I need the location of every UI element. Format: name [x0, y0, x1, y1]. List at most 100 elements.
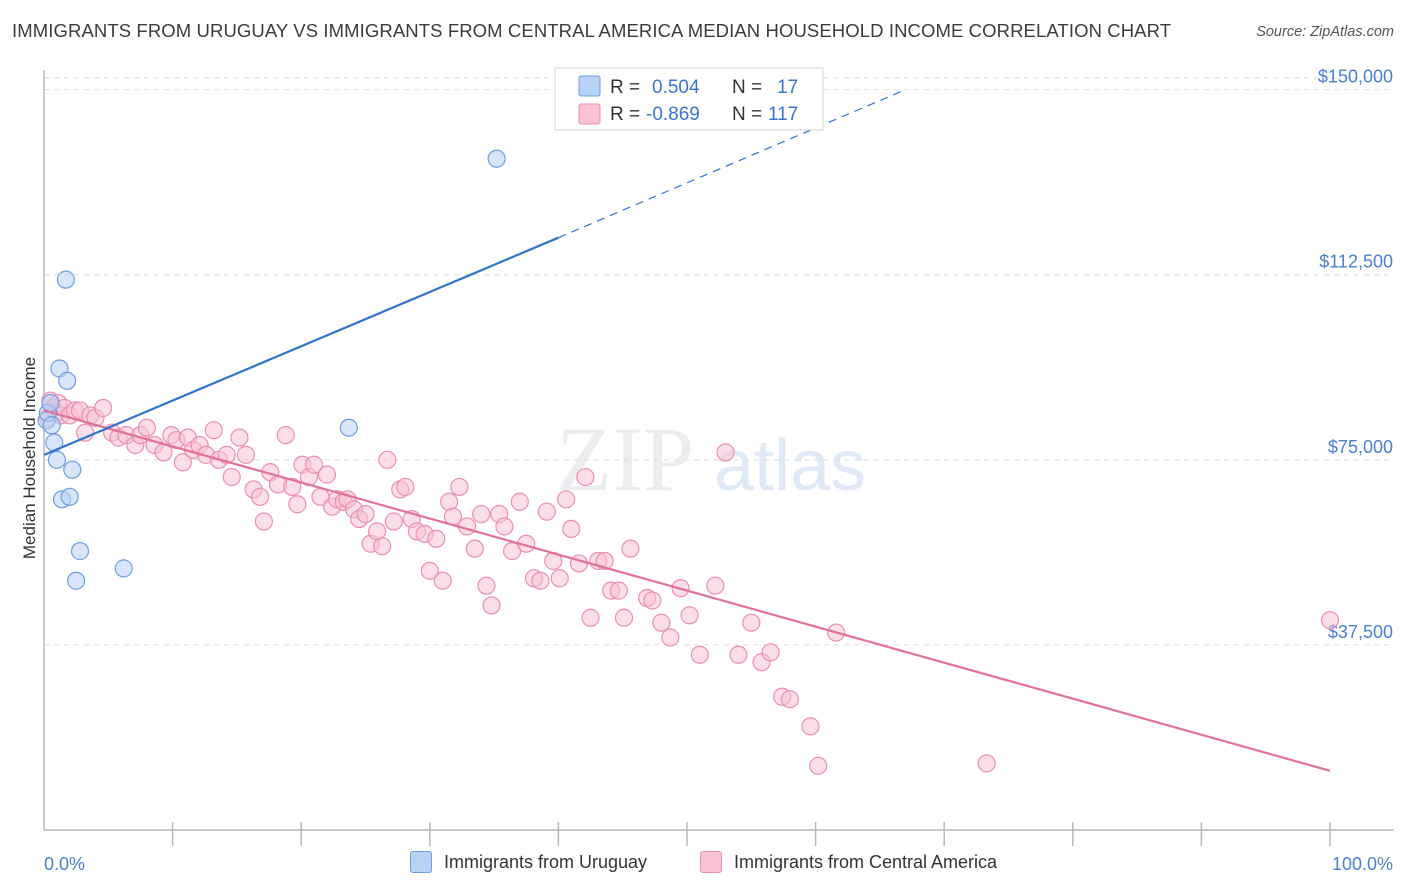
correlation-legend: R = 0.504 N = 17 R = -0.869 N = 117	[554, 67, 824, 131]
watermark-zip: ZIP	[556, 408, 694, 510]
central-america-point	[373, 537, 392, 556]
central-america-point	[378, 450, 397, 469]
uruguay-point	[70, 542, 90, 561]
central-america-point	[614, 608, 634, 627]
central-america-point	[465, 539, 484, 558]
central-america-point	[173, 453, 192, 472]
central-america-point	[729, 645, 748, 664]
legend-swatch-uruguay	[578, 75, 601, 97]
series-uruguay-points	[37, 149, 506, 590]
central-america-point	[742, 613, 761, 632]
central-america-point	[661, 628, 680, 647]
uruguay-point	[60, 487, 79, 506]
uruguay-point	[63, 460, 82, 479]
legend-n-value-central-america: 117	[768, 104, 798, 125]
central-america-point	[477, 576, 496, 595]
uruguay-trend-line	[43, 236, 559, 456]
central-america-point	[283, 477, 302, 497]
central-america-point	[652, 613, 671, 632]
central-america-point	[680, 606, 699, 625]
central-america-point	[230, 428, 249, 447]
legend-label-central-america: Immigrants from Central America	[734, 851, 998, 872]
central-america-point	[801, 717, 820, 736]
legend-item-central-america: Immigrants from Central America	[700, 851, 997, 873]
legend-n-label-uruguay: N =	[732, 77, 762, 98]
uruguay-point	[487, 149, 506, 168]
legend-swatch-central-america-bottom	[700, 851, 722, 873]
central-america-point	[621, 539, 640, 558]
x-tick-label-min: 0.0%	[44, 854, 85, 874]
legend-label-uruguay: Immigrants from Uruguay	[444, 851, 648, 872]
central-america-point	[706, 576, 725, 595]
chart-title: IMMIGRANTS FROM URUGUAY VS IMMIGRANTS FR…	[12, 20, 1172, 41]
legend-item-uruguay: Immigrants from Uruguay	[410, 851, 647, 873]
series-legend: Immigrants from Uruguay Immigrants from …	[0, 851, 1406, 879]
central-america-point	[557, 490, 576, 509]
central-america-point	[439, 492, 459, 511]
central-america-point	[531, 571, 550, 590]
central-america-point	[761, 643, 780, 662]
y-tick-label: $75,000	[1328, 437, 1393, 457]
legend-r-label-central-america: R =	[610, 104, 640, 125]
central-america-point	[236, 445, 256, 464]
central-america-point	[254, 512, 274, 531]
source-credit: Source: ZipAtlas.com	[1256, 24, 1394, 40]
central-america-point	[472, 505, 491, 524]
central-america-point	[716, 443, 735, 462]
central-america-point	[137, 418, 156, 437]
legend-n-value-uruguay: 17	[777, 77, 798, 98]
uruguay-point	[67, 571, 86, 590]
legend-swatch-uruguay-bottom	[410, 851, 432, 873]
central-america-point	[222, 467, 241, 487]
central-america-point	[495, 517, 514, 536]
central-america-point	[550, 569, 569, 588]
uruguay-point	[58, 371, 77, 390]
central-america-point	[643, 591, 662, 610]
central-america-point	[76, 423, 95, 442]
y-tick-label: $150,000	[1318, 67, 1393, 87]
y-axis-labels: $37,500 $75,000 $112,500 $150,000	[1318, 67, 1393, 642]
uruguay-trend-extension	[558, 89, 906, 239]
uruguay-point	[339, 418, 358, 437]
central-america-point	[450, 477, 469, 497]
central-america-point	[562, 519, 581, 539]
uruguay-point	[41, 393, 60, 413]
central-america-point	[1320, 611, 1340, 630]
central-america-point	[217, 445, 236, 464]
central-america-point	[482, 596, 501, 615]
central-america-point	[569, 554, 589, 573]
central-america-point	[576, 467, 595, 487]
uruguay-point	[42, 416, 61, 435]
central-america-point	[977, 754, 996, 773]
y-tick-label: $112,500	[1319, 252, 1393, 272]
central-america-point	[433, 571, 452, 590]
central-america-point	[384, 512, 403, 531]
central-america-point	[780, 690, 799, 709]
central-america-point	[94, 398, 113, 418]
central-america-point	[510, 492, 529, 511]
central-america-point	[396, 477, 415, 497]
legend-r-value-uruguay: 0.504	[652, 77, 700, 98]
x-tick-label-max: 100.0%	[1332, 854, 1393, 874]
central-america-trend-line	[43, 409, 1331, 772]
legend-n-label-central-america: N =	[732, 104, 762, 125]
central-america-point	[276, 426, 295, 445]
central-america-point	[427, 529, 446, 548]
legend-swatch-central-america	[578, 103, 601, 125]
central-america-point	[356, 505, 375, 524]
gridlines	[44, 77, 1394, 646]
central-america-point	[204, 421, 223, 440]
central-america-point	[809, 756, 828, 775]
central-america-point	[250, 487, 270, 506]
uruguay-point	[114, 559, 133, 578]
uruguay-point	[56, 270, 75, 289]
central-america-point	[420, 561, 439, 580]
legend-r-value-central-america: -0.869	[646, 104, 700, 125]
central-america-point	[537, 502, 556, 521]
legend-r-label-uruguay: R =	[610, 77, 640, 98]
y-tick-label: $37,500	[1328, 622, 1393, 642]
watermark-atlas: atlas	[714, 426, 866, 506]
central-america-point	[581, 608, 600, 627]
trend-lines	[43, 89, 1331, 772]
central-america-point	[609, 581, 628, 600]
